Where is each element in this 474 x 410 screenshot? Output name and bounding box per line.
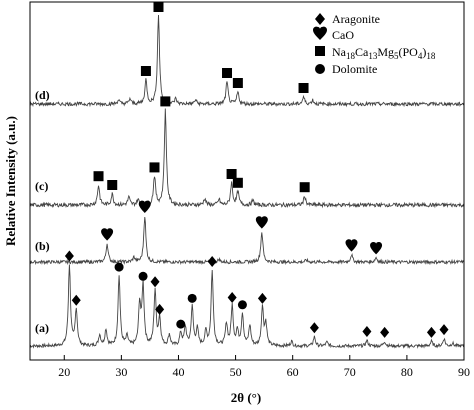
y-axis-title: Relative Intensity (a.u.): [3, 116, 18, 246]
peak-marker-d-4: [298, 83, 309, 93]
peak-marker-c-2: [149, 162, 160, 173]
trace-label-b: (b): [35, 239, 50, 253]
peak-marker-c-5: [232, 177, 243, 188]
peak-marker-c-0: [93, 171, 104, 182]
legend-label-dolomite: Dolomite: [332, 62, 377, 76]
x-tick-label-30: 30: [115, 365, 127, 379]
legend-label-cao: CaO: [332, 28, 354, 42]
peak-marker-c-6: [299, 182, 310, 193]
formula-close: ): [422, 45, 426, 59]
peak-marker-a-14: [380, 326, 390, 338]
peak-marker-a-3: [138, 271, 148, 281]
x-tick-label-80: 80: [401, 365, 413, 379]
peak-marker-a-13: [362, 325, 372, 337]
trace-label-d: (d): [35, 88, 50, 102]
x-tick-label-50: 50: [230, 365, 242, 379]
formula-na: Na: [332, 45, 347, 59]
peak-marker-b-4: [370, 242, 383, 255]
peak-marker-a-1: [71, 294, 81, 306]
x-axis: 20 30 40 50 60 70 80 90: [58, 355, 470, 379]
peak-marker-a-4: [150, 276, 160, 288]
peak-marker-d-3: [232, 78, 243, 88]
formula-ca: Ca: [355, 45, 369, 59]
formula-sub-4: 4: [418, 51, 423, 61]
peak-marker-d-0: [140, 66, 151, 76]
legend: Aragonite CaO Na18Ca13Mg5(PO4)18 Dolomit…: [313, 12, 436, 76]
peak-marker-b-1: [138, 200, 151, 213]
trace-c: [29, 108, 465, 209]
trace-b: [29, 216, 465, 266]
peak-marker-a-5: [155, 303, 165, 315]
legend-marker-cao: [313, 26, 327, 40]
x-tick-label-70: 70: [344, 365, 356, 379]
formula-sub-13: 13: [368, 51, 378, 61]
peak-marker-a-2: [114, 262, 124, 272]
peak-marker-b-2: [255, 216, 268, 229]
legend-marker-phosphate: [315, 46, 325, 56]
x-tick-label-60: 60: [287, 365, 299, 379]
trace-label-a: (a): [35, 321, 49, 335]
legend-label-aragonite: Aragonite: [332, 12, 380, 26]
formula-sub-18b: 18: [426, 51, 436, 61]
peak-marker-a-7: [187, 293, 197, 303]
peak-marker-group: [64, 2, 449, 338]
formula-mg: Mg: [377, 45, 394, 59]
peak-marker-a-11: [257, 292, 267, 304]
formula-sub-18a: 18: [346, 51, 356, 61]
peak-marker-a-10: [237, 300, 247, 310]
legend-marker-dolomite: [315, 64, 325, 74]
peak-marker-a-9: [227, 291, 237, 303]
trace-d: [29, 14, 465, 108]
x-tick-label-90: 90: [458, 365, 470, 379]
peak-marker-a-8: [207, 256, 217, 268]
peak-marker-a-0: [64, 250, 74, 262]
peak-marker-b-0: [101, 228, 114, 241]
x-tick-label-20: 20: [58, 365, 70, 379]
trace-a: [29, 264, 465, 349]
peak-marker-a-15: [426, 326, 436, 338]
legend-label-phosphate: Na18Ca13Mg5(PO4)18: [332, 45, 436, 61]
trace-label-c: (c): [35, 179, 48, 193]
peak-marker-b-3: [345, 239, 358, 252]
peak-marker-d-2: [222, 68, 233, 78]
formula-po: (PO: [399, 45, 419, 59]
peak-marker-c-1: [107, 180, 118, 190]
trace-group: [29, 14, 465, 349]
peak-marker-a-12: [309, 322, 319, 334]
peak-marker-a-16: [439, 324, 449, 336]
x-axis-title: 2θ (°): [231, 390, 261, 405]
plot-frame: [29, 1, 465, 361]
peak-marker-c-4: [226, 169, 237, 179]
legend-marker-aragonite: [315, 13, 325, 25]
formula-sub-5: 5: [394, 51, 399, 61]
peak-marker-a-6: [176, 319, 186, 329]
x-tick-label-40: 40: [172, 365, 184, 379]
peak-marker-c-3: [160, 96, 171, 107]
peak-marker-d-1: [153, 2, 164, 12]
